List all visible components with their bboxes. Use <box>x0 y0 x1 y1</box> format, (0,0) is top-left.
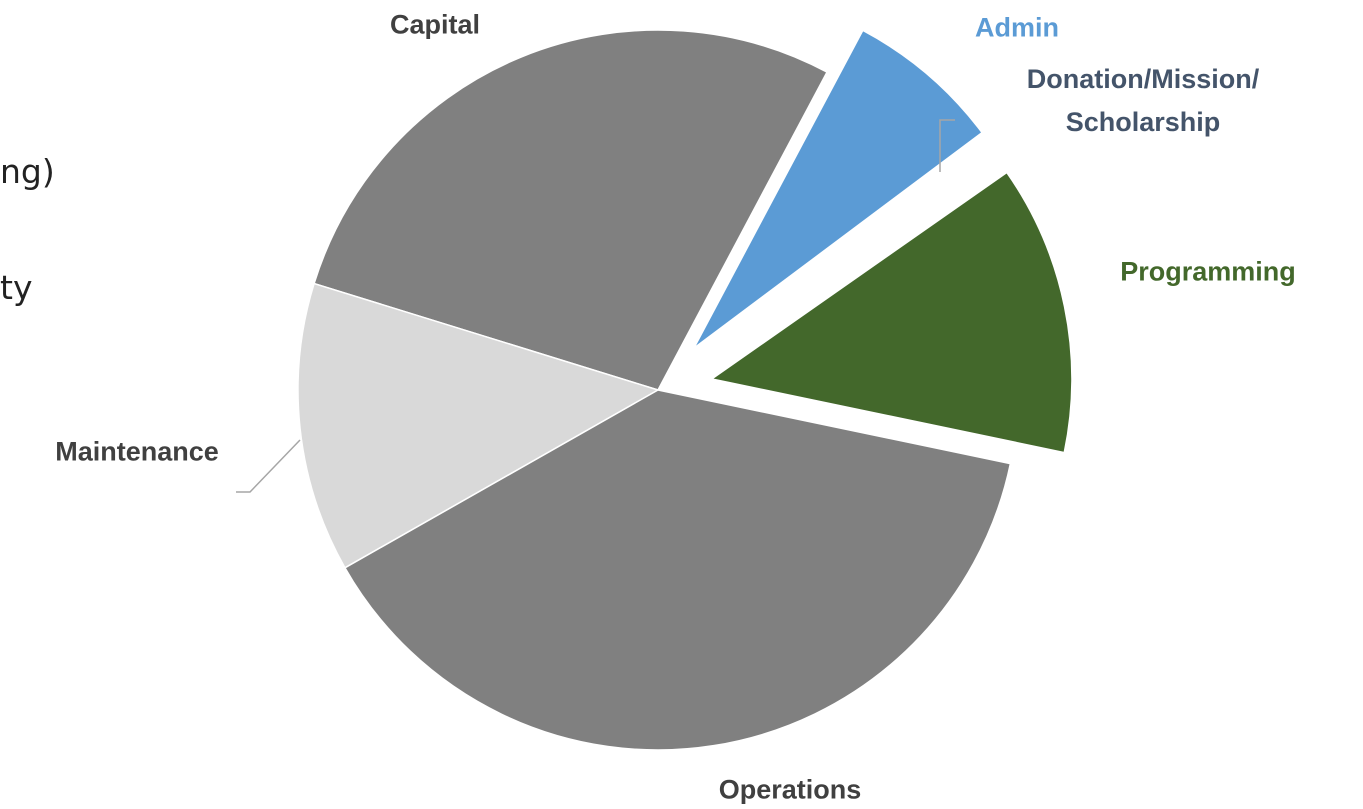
pie-slice <box>710 171 1073 454</box>
slice-label: Donation/Mission/ Scholarship <box>1026 63 1260 137</box>
pie-slice <box>297 282 660 569</box>
leader-line <box>236 439 301 493</box>
pie-slice <box>313 29 829 391</box>
slice-label: Operations <box>718 774 862 805</box>
slice-label: Capital <box>389 9 481 40</box>
leader-line <box>939 119 955 172</box>
slice-label: Maintenance <box>55 436 219 467</box>
slice-label: Programming <box>1120 256 1296 287</box>
pie-slice <box>702 141 999 359</box>
pie-slice <box>693 29 984 349</box>
pie-slice <box>343 389 1012 751</box>
side-text: ty <box>0 268 33 307</box>
slice-label: Admin <box>975 12 1059 43</box>
side-text: ng) <box>0 152 55 191</box>
